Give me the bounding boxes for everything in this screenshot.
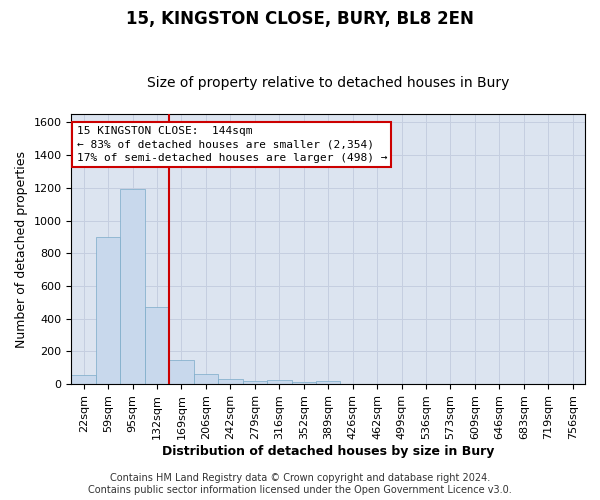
Text: 15 KINGSTON CLOSE:  144sqm
← 83% of detached houses are smaller (2,354)
17% of s: 15 KINGSTON CLOSE: 144sqm ← 83% of detac… [77, 126, 387, 163]
Bar [267, 380, 292, 384]
X-axis label: Distribution of detached houses by size in Bury: Distribution of detached houses by size … [162, 444, 494, 458]
Bar [145, 307, 169, 384]
Bar [292, 382, 316, 384]
Y-axis label: Number of detached properties: Number of detached properties [15, 150, 28, 348]
Bar [121, 188, 145, 384]
Bar [96, 237, 121, 384]
Bar [242, 381, 267, 384]
Text: 15, KINGSTON CLOSE, BURY, BL8 2EN: 15, KINGSTON CLOSE, BURY, BL8 2EN [126, 10, 474, 28]
Bar [71, 375, 96, 384]
Bar [316, 381, 340, 384]
Text: Contains HM Land Registry data © Crown copyright and database right 2024.
Contai: Contains HM Land Registry data © Crown c… [88, 474, 512, 495]
Bar [169, 360, 194, 384]
Title: Size of property relative to detached houses in Bury: Size of property relative to detached ho… [147, 76, 509, 90]
Bar [218, 379, 242, 384]
Bar [194, 374, 218, 384]
